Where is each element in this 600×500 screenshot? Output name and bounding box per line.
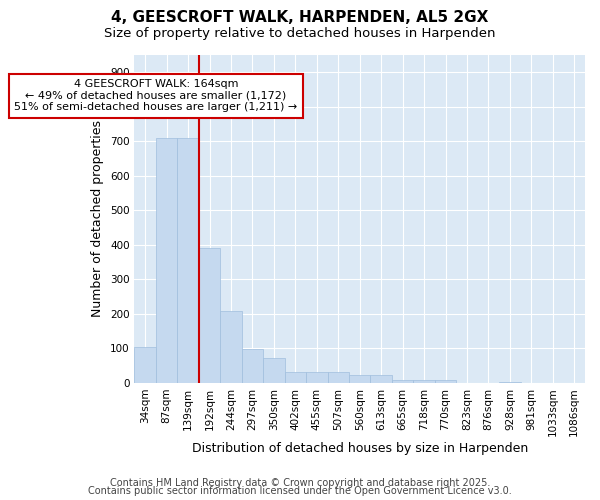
Bar (178, 138, 199, 383)
Text: 4 GEESCROFT WALK: 164sqm
← 49% of detached houses are smaller (1,172)
51% of sem: 4 GEESCROFT WALK: 164sqm ← 49% of detach… (14, 79, 298, 112)
Text: Size of property relative to detached houses in Harpenden: Size of property relative to detached ho… (104, 28, 496, 40)
Bar (499, 382, 521, 383)
Y-axis label: Number of detached properties: Number of detached properties (91, 120, 104, 318)
Bar (413, 380, 435, 383)
Bar (370, 376, 392, 383)
Bar (392, 380, 413, 383)
Bar (242, 349, 263, 383)
Bar (156, 138, 178, 383)
Bar (435, 380, 456, 383)
Bar (220, 311, 242, 383)
Text: Contains HM Land Registry data © Crown copyright and database right 2025.: Contains HM Land Registry data © Crown c… (110, 478, 490, 488)
Bar (263, 358, 284, 383)
X-axis label: Distribution of detached houses by size in Harpenden: Distribution of detached houses by size … (191, 442, 528, 455)
Bar (134, 348, 156, 383)
Bar (284, 372, 306, 383)
Bar (306, 372, 328, 383)
Bar (328, 372, 349, 383)
Bar (349, 376, 370, 383)
Text: 4, GEESCROFT WALK, HARPENDEN, AL5 2GX: 4, GEESCROFT WALK, HARPENDEN, AL5 2GX (112, 10, 488, 25)
Bar (199, 248, 220, 383)
Text: Contains public sector information licensed under the Open Government Licence v3: Contains public sector information licen… (88, 486, 512, 496)
